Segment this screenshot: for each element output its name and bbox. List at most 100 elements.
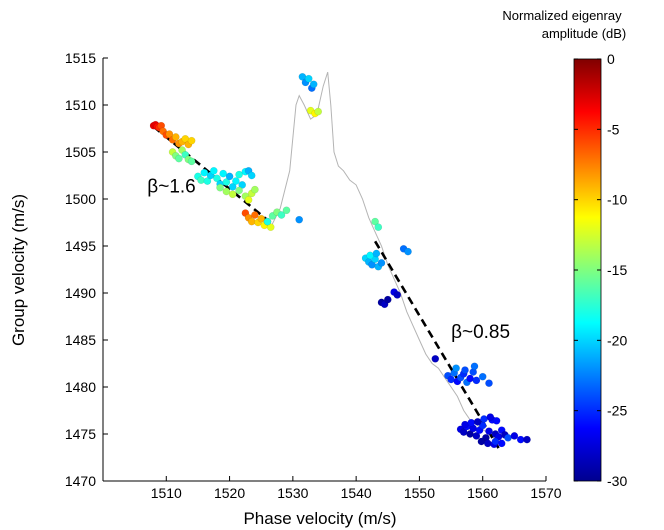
data-point [477, 437, 486, 446]
y-tick-label: 1490 [65, 285, 96, 301]
data-point [282, 206, 291, 215]
data-point [213, 174, 221, 183]
y-tick-label: 1485 [65, 332, 96, 348]
colorbar-ticks-layer: 0 -5 -10 -15 -20 -25 -30 [574, 51, 627, 489]
colorbar-title-line1: Normalized eigenray [502, 8, 622, 23]
data-point [504, 433, 512, 442]
data-point [225, 172, 234, 181]
colorbar-title-line2: amplitude (dB) [542, 26, 627, 41]
data-point [187, 157, 196, 166]
colorbar-tick-label: 0 [607, 51, 615, 67]
data-point [175, 154, 183, 163]
colorbar-tick-label: -25 [607, 403, 627, 419]
beta-annotation: β~0.85 [451, 322, 510, 343]
y-tick-label: 1470 [65, 473, 96, 489]
points-layer [149, 72, 531, 449]
colorbar-tick-label: -15 [607, 262, 627, 278]
reference-curve-layer [270, 71, 496, 440]
data-point [452, 364, 460, 373]
beta-annotation: β~1.6 [147, 176, 195, 197]
y-tick-label: 1500 [65, 191, 96, 207]
data-point [257, 214, 266, 223]
data-point [251, 185, 259, 194]
colorbar-tick-label: -10 [607, 192, 627, 208]
data-point [478, 372, 487, 381]
data-point [216, 183, 224, 192]
data-point [228, 182, 237, 191]
data-point [485, 427, 493, 436]
data-point [377, 259, 386, 267]
y-tick-label: 1510 [65, 97, 96, 113]
y-tick-label: 1475 [65, 426, 96, 442]
x-tick-label: 1510 [151, 485, 182, 501]
data-point [209, 166, 218, 175]
data-point [404, 247, 412, 256]
data-point [187, 136, 196, 145]
data-point [393, 291, 402, 299]
ticks-layer: 1510 1520 1530 1540 1550 1560 1570 1470 1475 1480… [65, 50, 562, 501]
data-point [235, 170, 243, 179]
data-point [247, 171, 256, 180]
data-point [235, 186, 243, 195]
data-point [472, 432, 481, 440]
data-point [473, 417, 482, 426]
data-point [371, 217, 379, 226]
data-point [510, 432, 519, 440]
data-point [461, 366, 469, 374]
y-tick-label: 1480 [65, 379, 96, 395]
x-tick-label: 1570 [530, 485, 561, 501]
data-point [486, 413, 495, 421]
data-point [222, 187, 231, 196]
y-tick-label: 1495 [65, 238, 96, 254]
data-point [165, 130, 174, 138]
data-point [472, 376, 481, 385]
data-point [470, 362, 479, 371]
fit-lines-layer [152, 125, 500, 449]
y-tick-label: 1515 [65, 50, 96, 66]
reference-curve [270, 71, 496, 440]
data-point [295, 215, 304, 224]
data-point [374, 223, 383, 232]
fit-line [374, 240, 500, 449]
data-point [372, 249, 381, 258]
x-tick-label: 1560 [467, 485, 498, 501]
data-point [232, 177, 240, 185]
x-tick-label: 1550 [404, 485, 435, 501]
data-point [247, 217, 256, 226]
data-point [251, 211, 259, 219]
data-point [304, 74, 313, 83]
data-point [277, 211, 286, 219]
x-tick-label: 1540 [341, 485, 372, 501]
data-point [431, 354, 440, 363]
colorbar [573, 58, 602, 482]
colorbar-tick-label: -20 [607, 332, 627, 348]
data-point [222, 178, 231, 186]
annotations-layer: β~1.6 β~0.85 [147, 176, 510, 343]
x-tick-label: 1520 [214, 485, 245, 501]
data-point [492, 416, 501, 425]
data-point [497, 439, 506, 448]
colorbar-tick-label: -30 [607, 473, 627, 489]
data-point [467, 418, 476, 427]
data-point [483, 439, 492, 448]
data-point [171, 133, 180, 141]
data-point [523, 435, 531, 444]
data-point [200, 168, 209, 177]
x-axis-label: Phase velocity (m/s) [243, 509, 396, 528]
data-point [485, 379, 493, 388]
data-point [263, 217, 272, 226]
plot-area [103, 58, 546, 481]
x-tick-label: 1530 [277, 485, 308, 501]
colorbar-tick-label: -5 [607, 121, 620, 137]
y-tick-label: 1505 [65, 144, 96, 160]
data-point [197, 176, 205, 185]
data-point [238, 181, 247, 189]
y-axis-label: Group velocity (m/s) [9, 194, 28, 346]
data-point [219, 169, 228, 178]
data-point [309, 80, 318, 89]
data-point [314, 107, 323, 116]
data-point [383, 295, 392, 304]
data-point [228, 190, 237, 199]
data-point [244, 196, 253, 204]
